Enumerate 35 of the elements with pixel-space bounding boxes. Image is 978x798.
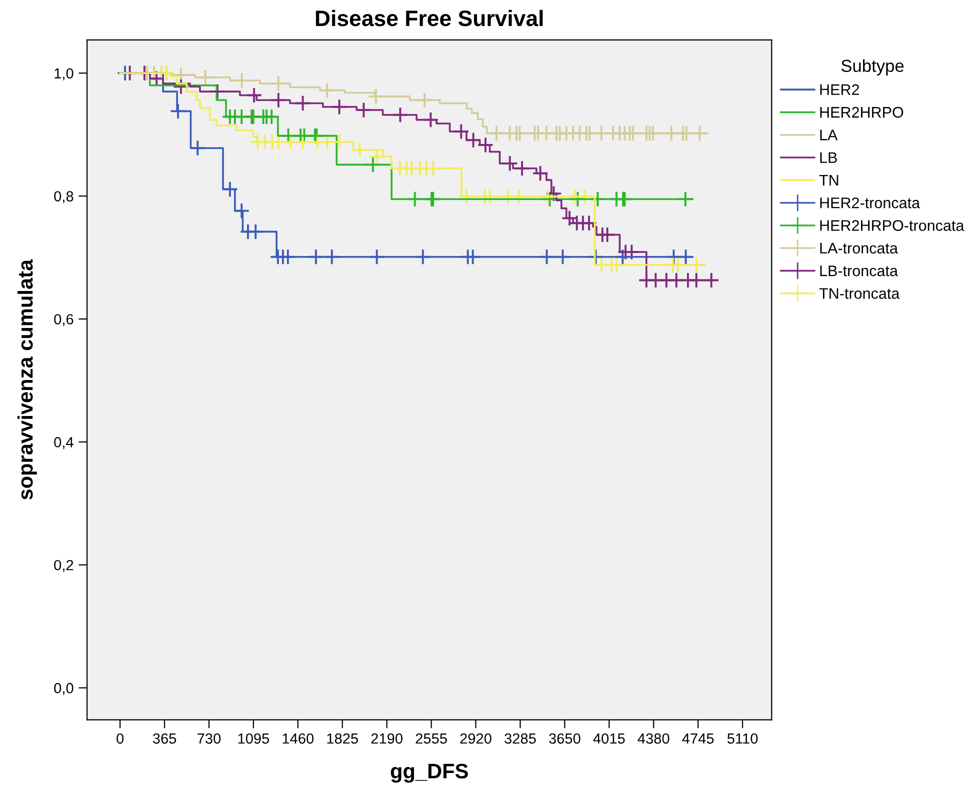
legend-label: LA (820, 130, 838, 140)
x-tick-label: 1825 (327, 733, 358, 744)
y-tick-label: 1,0 (54, 68, 74, 80)
y-tick-label: 0,0 (54, 682, 74, 695)
legend-label: HER2-troncata (820, 197, 920, 208)
x-tick-label: 2920 (460, 733, 492, 744)
legend-label: HER2 (820, 84, 859, 95)
x-tick-label: 4015 (593, 733, 625, 744)
chart-title: Disease Free Survival (316, 10, 543, 26)
legend-label: TN-troncata (819, 288, 900, 299)
x-tick-label: 4380 (638, 733, 670, 744)
x-tick-label: 4745 (682, 734, 714, 744)
x-tick-label: 3285 (504, 733, 536, 744)
x-tick-label: 5110 (727, 733, 758, 744)
x-tick-label: 1095 (238, 733, 270, 744)
legend-title: Subtype (841, 59, 904, 76)
legend-label: HER2HRPO (820, 106, 904, 118)
legend-label: LB-troncata (820, 266, 898, 276)
legend-label: LB (820, 152, 837, 163)
y-tick-label: 0,8 (54, 191, 74, 204)
legend-label: LA-troncata (820, 242, 898, 254)
legend-label: HER2HRPO-troncata (820, 220, 964, 231)
x-tick-label: 2190 (371, 733, 402, 744)
x-tick-label: 365 (152, 733, 176, 744)
x-tick-label: 0 (116, 733, 124, 744)
y-tick-label: 0,2 (54, 560, 74, 572)
y-tick-label: 0,6 (54, 314, 74, 326)
x-tick-label: 730 (198, 733, 221, 744)
y-tick-label: 0,4 (54, 437, 74, 450)
x-tick-label: 2555 (416, 733, 447, 744)
y-axis-title: sopravvivenza cumulata (17, 259, 37, 500)
x-tick-label: 1460 (282, 733, 314, 744)
x-tick-label: 3650 (549, 733, 580, 744)
legend-label: TN (819, 174, 838, 186)
x-axis-title: gg_DFS (390, 764, 468, 783)
